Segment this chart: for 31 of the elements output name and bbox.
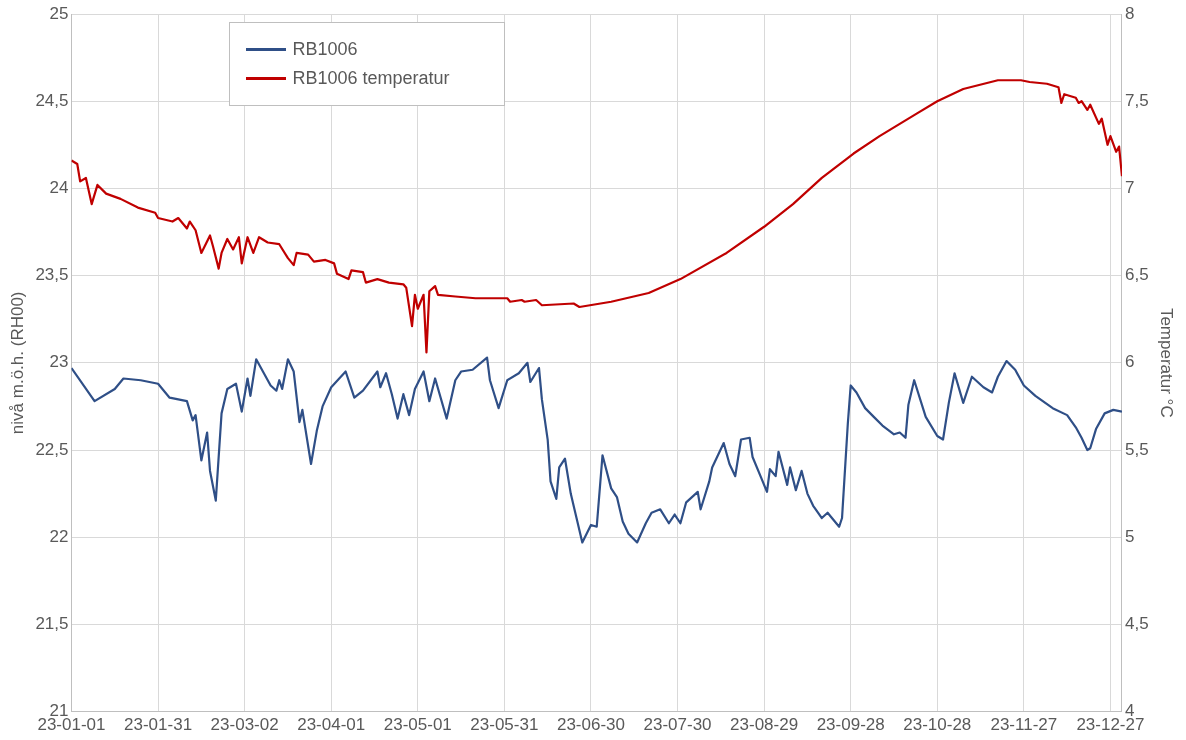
legend-label: RB1006 temperatur: [292, 68, 450, 89]
x-tick-label: 23-11-27: [990, 715, 1058, 735]
y-tick-label: 25: [49, 3, 69, 23]
y2-tick-label: 5: [1124, 526, 1135, 546]
x-tick-label: 23-08-29: [730, 715, 799, 735]
x-tick-label: 23-07-30: [643, 715, 712, 735]
y2-tick-label: 5,5: [1124, 439, 1149, 459]
x-tick-label: 23-03-02: [210, 715, 279, 735]
y-tick-label: 24,5: [35, 90, 69, 110]
x-tick-label: 23-01-31: [124, 715, 193, 735]
y-tick-label: 23,5: [35, 265, 69, 285]
y2-tick-label: 8: [1124, 3, 1135, 23]
x-tick-label: 23-05-31: [470, 715, 539, 735]
y2-tick-label: 7: [1124, 178, 1135, 198]
x-tick-label: 23-04-01: [297, 715, 366, 735]
y2-tick-label: 4,5: [1124, 614, 1149, 634]
y-tick-label: 21,5: [35, 614, 69, 634]
y-tick-label: 24: [49, 178, 69, 198]
legend-label: RB1006: [292, 39, 358, 60]
y-axis-title: nivå m.ö.h. (RH00): [7, 291, 27, 435]
y2-tick-label: 6: [1124, 352, 1135, 372]
x-tick-label: 23-05-01: [383, 715, 452, 735]
x-tick-label: 23-06-30: [556, 715, 625, 735]
y2-tick-label: 7,5: [1124, 90, 1149, 110]
x-tick-label: 23-09-28: [816, 715, 885, 735]
y2-tick-label: 6,5: [1124, 265, 1149, 285]
y-tick-label: 22: [49, 526, 69, 546]
y-tick-label: 23: [49, 352, 69, 372]
y2-axis-title: Temperatur °C: [1157, 307, 1177, 418]
x-tick-label: 23-10-28: [903, 715, 972, 735]
y-tick-label: 22,5: [35, 439, 69, 459]
